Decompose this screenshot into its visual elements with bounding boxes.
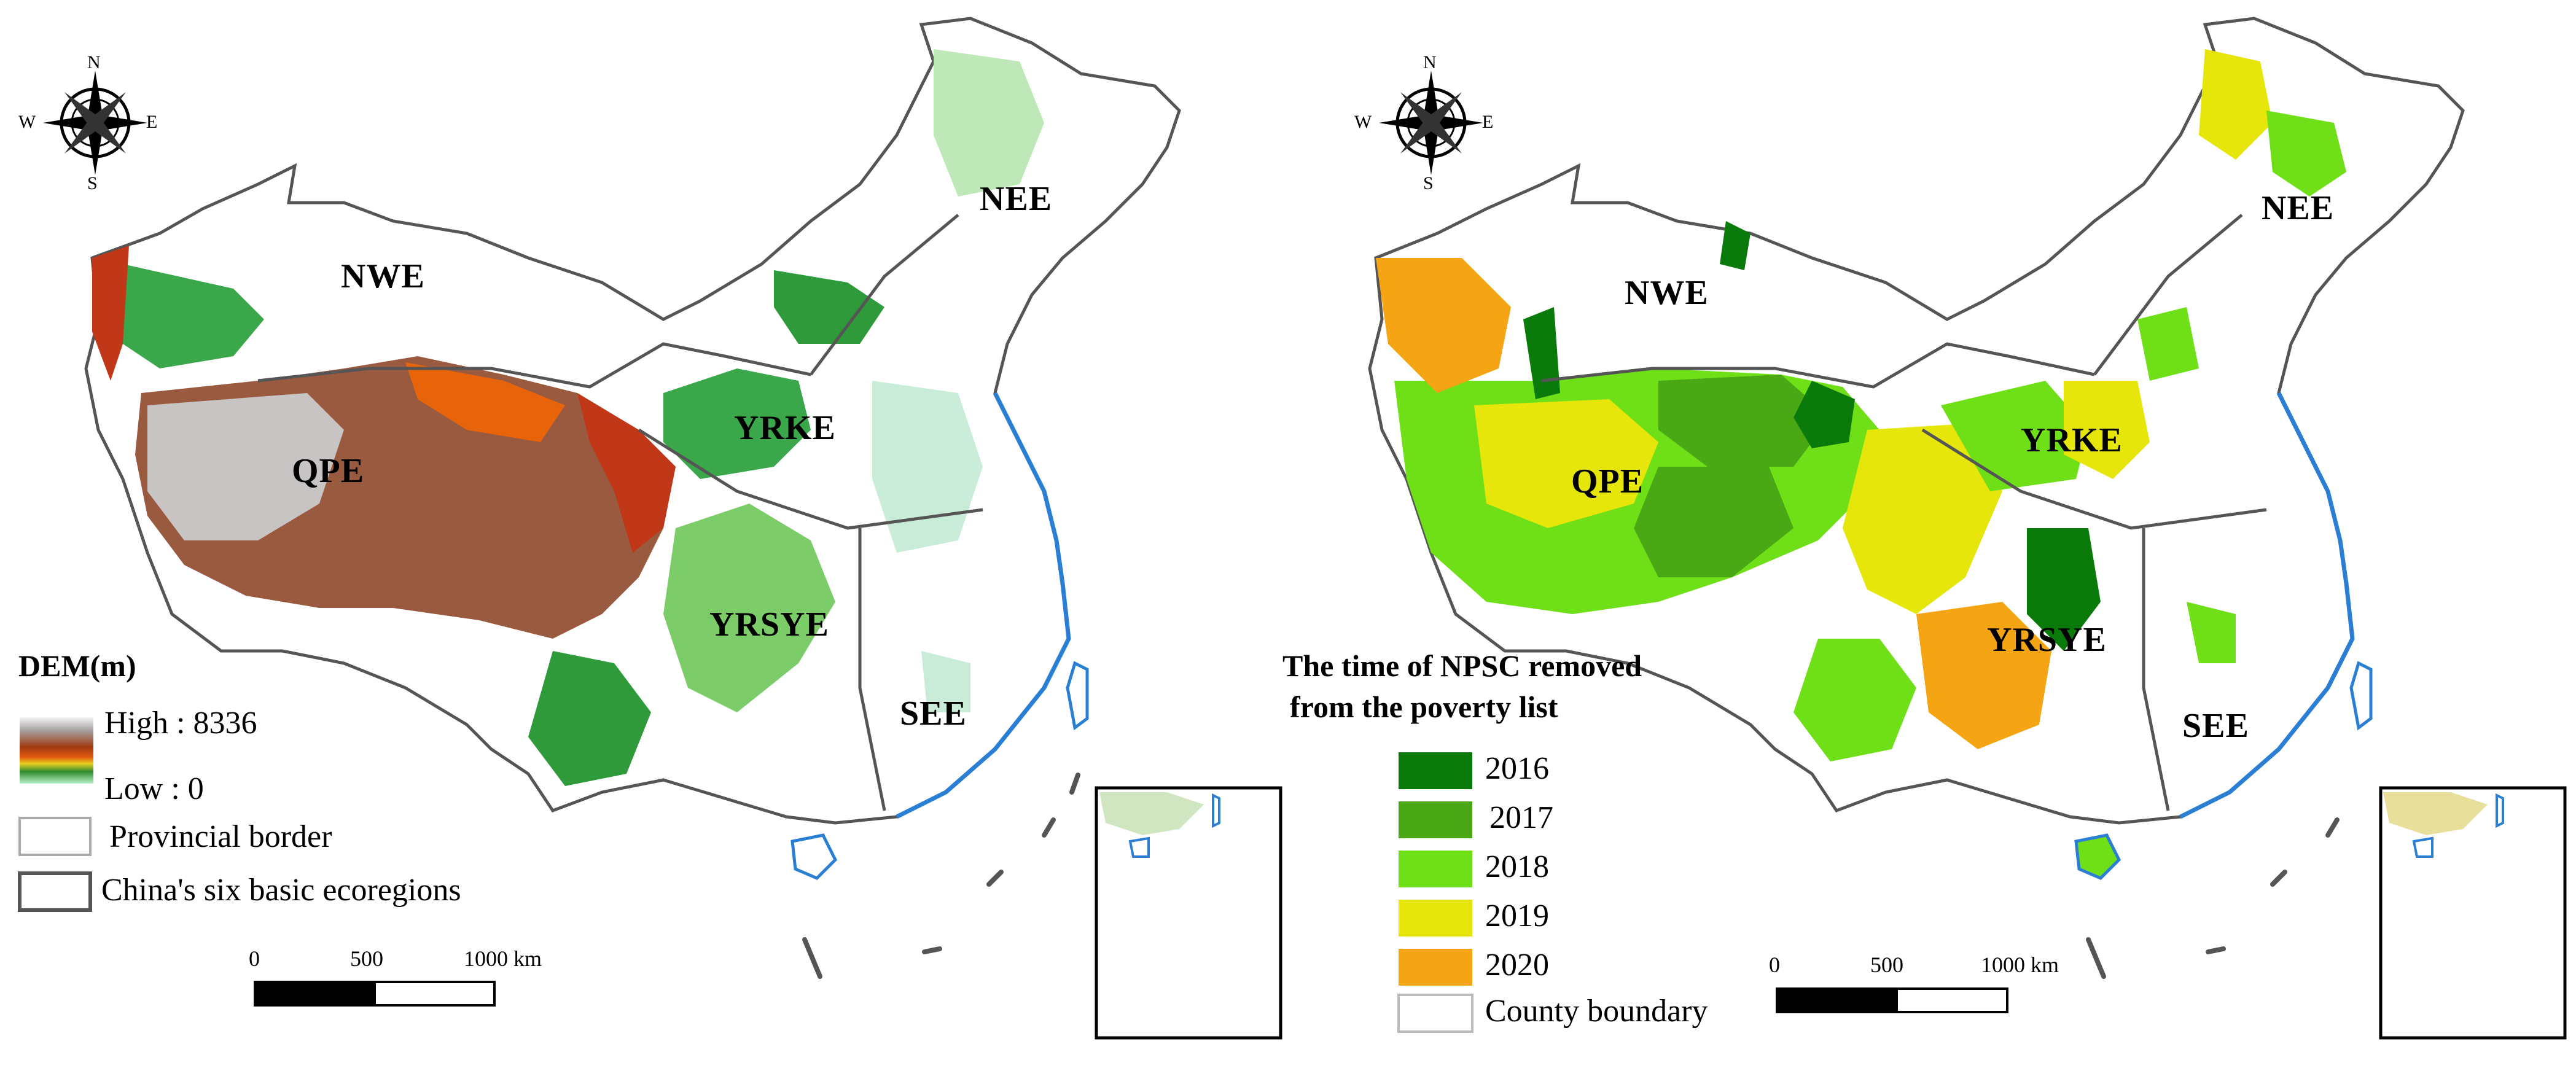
legend-label-2019: 2019: [1485, 898, 1549, 933]
scale-label-500-right: 500: [1870, 952, 1903, 977]
dem-legend-title: DEM(m): [18, 648, 136, 683]
china-outline: [84, 17, 1181, 825]
scale-bar-right: [1776, 987, 2008, 1013]
legend-swatch-2020: [1399, 949, 1472, 986]
dem-high-label: High : 8336: [104, 706, 257, 741]
region-nwe: NWE: [341, 257, 425, 295]
provincial-border-swatch: [18, 817, 92, 856]
npsc-legend-title-1: The time of NPSC removed: [1282, 648, 1642, 683]
scale-label-500: 500: [350, 946, 383, 971]
region-see: SEE: [900, 695, 967, 733]
region-yrke-right: YRKE: [2021, 421, 2123, 459]
legend-label-2018: 2018: [1485, 849, 1549, 884]
compass-w: W: [18, 112, 36, 132]
compass-n: N: [87, 52, 101, 72]
region-nwe-right: NWE: [1625, 274, 1709, 312]
dem-low-label: Low : 0: [104, 771, 204, 806]
region-qpe-right: QPE: [1571, 462, 1644, 500]
npsc-legend-title-2: from the poverty list: [1290, 690, 1558, 724]
china-outline-right: [1368, 17, 2465, 825]
compass-w-right: W: [1354, 112, 1372, 132]
county-boundary-label: County boundary: [1485, 994, 1708, 1029]
compass-s-right: S: [1423, 173, 1434, 193]
compass-rose-icon: [43, 71, 147, 175]
provincial-border-label: Provincial border: [109, 819, 332, 854]
scale-label-0: 0: [249, 946, 260, 971]
legend-swatch-county: [1397, 994, 1473, 1033]
legend-swatch-2018: [1399, 851, 1472, 887]
dem-gradient-swatch: [20, 717, 93, 784]
scale-label-1000-right: 1000 km: [1981, 952, 2059, 977]
compass-s: S: [87, 173, 98, 193]
region-nee: NEE: [980, 180, 1053, 218]
legend-label-2017: 2017: [1489, 800, 1553, 835]
scale-label-0-right: 0: [1769, 952, 1780, 977]
region-yrsye: YRSYE: [709, 606, 829, 644]
compass-e-right: E: [1482, 112, 1494, 132]
legend-label-2016: 2016: [1485, 751, 1549, 786]
compass-rose-icon-right: [1379, 71, 1483, 175]
ecoregion-label: China's six basic ecoregions: [101, 873, 461, 908]
legend-swatch-2016: [1399, 752, 1472, 789]
compass-n-right: N: [1423, 52, 1437, 72]
scale-bar: [254, 981, 496, 1007]
compass-e: E: [146, 112, 158, 132]
region-qpe: QPE: [292, 452, 365, 490]
ecoregion-border-swatch: [18, 871, 92, 912]
legend-swatch-2019: [1399, 900, 1472, 937]
region-see-right: SEE: [2182, 707, 2249, 745]
region-yrke: YRKE: [734, 409, 836, 447]
region-nee-right: NEE: [2262, 189, 2335, 227]
legend-label-2020: 2020: [1485, 948, 1549, 983]
legend-swatch-2017: [1399, 801, 1472, 838]
dem-map: [18, 17, 1282, 1040]
region-yrsye-right: YRSYE: [1987, 621, 2107, 659]
scale-label-1000: 1000 km: [464, 946, 542, 971]
hainan: [790, 833, 838, 880]
